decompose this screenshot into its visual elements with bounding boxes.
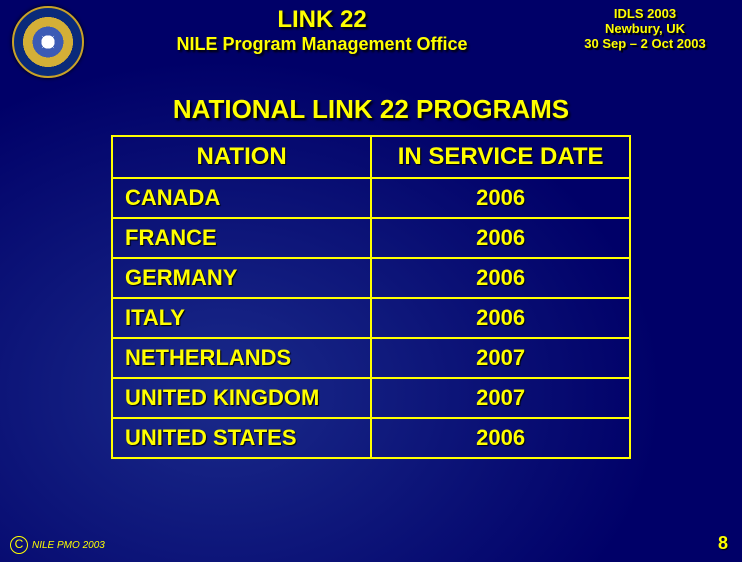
programs-table: NATION IN SERVICE DATE CANADA2006FRANCE2…	[111, 135, 631, 459]
event-info: IDLS 2003 Newbury, UK 30 Sep – 2 Oct 200…	[560, 6, 730, 51]
table-row: GERMANY2006	[112, 258, 630, 298]
header-center: LINK 22 NILE Program Management Office	[84, 6, 560, 55]
date-cell: 2006	[371, 258, 630, 298]
table-row: CANADA2006	[112, 178, 630, 218]
copyright-text: NILE PMO 2003	[32, 540, 105, 551]
copyright-icon: C	[10, 536, 28, 554]
col-date: IN SERVICE DATE	[371, 136, 630, 178]
table-row: ITALY2006	[112, 298, 630, 338]
table-row: UNITED STATES2006	[112, 418, 630, 458]
nation-cell: NETHERLANDS	[112, 338, 371, 378]
nation-cell: ITALY	[112, 298, 371, 338]
date-cell: 2006	[371, 178, 630, 218]
slide-header: LINK 22 NILE Program Management Office I…	[0, 0, 742, 80]
date-cell: 2007	[371, 338, 630, 378]
table-row: UNITED KINGDOM2007	[112, 378, 630, 418]
event-location: Newbury, UK	[560, 21, 730, 36]
copyright: C NILE PMO 2003	[10, 536, 105, 554]
nation-cell: UNITED KINGDOM	[112, 378, 371, 418]
nato-emblem-icon	[12, 6, 84, 78]
section-title: NATIONAL LINK 22 PROGRAMS	[0, 94, 742, 125]
slide-subtitle: NILE Program Management Office	[84, 34, 560, 55]
table-row: FRANCE2006	[112, 218, 630, 258]
table-header-row: NATION IN SERVICE DATE	[112, 136, 630, 178]
nation-cell: UNITED STATES	[112, 418, 371, 458]
nation-cell: CANADA	[112, 178, 371, 218]
table-row: NETHERLANDS2007	[112, 338, 630, 378]
date-cell: 2007	[371, 378, 630, 418]
date-cell: 2006	[371, 418, 630, 458]
nation-cell: FRANCE	[112, 218, 371, 258]
event-dates: 30 Sep – 2 Oct 2003	[560, 36, 730, 51]
slide-title: LINK 22	[84, 6, 560, 34]
date-cell: 2006	[371, 298, 630, 338]
col-nation: NATION	[112, 136, 371, 178]
page-number: 8	[718, 533, 728, 554]
nation-cell: GERMANY	[112, 258, 371, 298]
event-name: IDLS 2003	[560, 6, 730, 21]
date-cell: 2006	[371, 218, 630, 258]
